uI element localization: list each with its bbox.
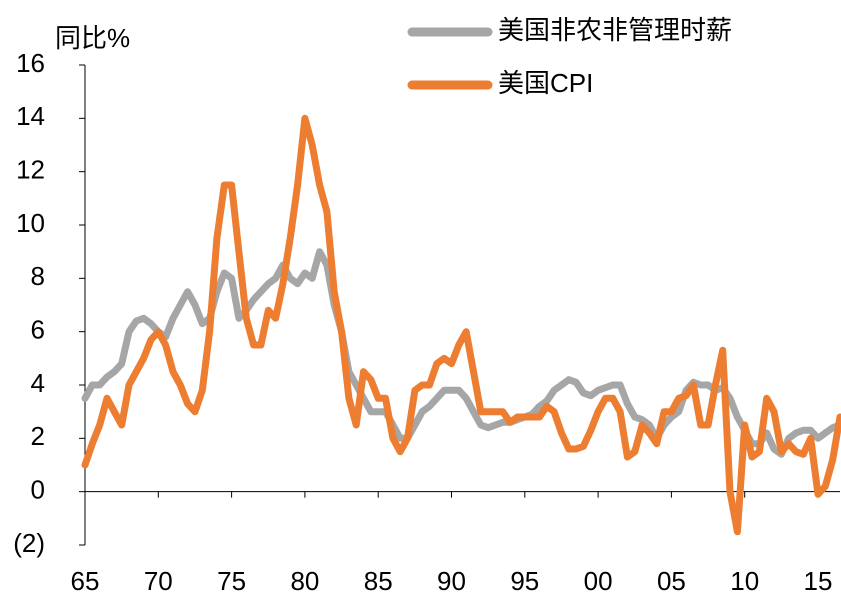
x-tick-label: 90 bbox=[437, 566, 466, 596]
y-tick-label: 8 bbox=[31, 261, 45, 291]
x-tick-label: 70 bbox=[144, 566, 173, 596]
y-axis-label: 同比% bbox=[55, 23, 130, 53]
y-tick-label: 4 bbox=[31, 368, 45, 398]
y-tick-label: 2 bbox=[31, 421, 45, 451]
x-tick-label: 10 bbox=[730, 566, 759, 596]
x-tick-label: 05 bbox=[657, 566, 686, 596]
x-tick-label: 80 bbox=[290, 566, 319, 596]
y-tick-label: 12 bbox=[16, 155, 45, 185]
x-tick-label: 00 bbox=[584, 566, 613, 596]
y-tick-label: 10 bbox=[16, 208, 45, 238]
y-tick-label: (2) bbox=[13, 528, 45, 558]
series-line bbox=[81, 114, 841, 536]
legend-label: 美国非农非管理时薪 bbox=[498, 15, 732, 45]
x-tick-label: 85 bbox=[364, 566, 393, 596]
x-tick-label: 15 bbox=[804, 566, 833, 596]
legend-label: 美国CPI bbox=[498, 68, 593, 98]
x-tick-label: 65 bbox=[71, 566, 100, 596]
y-tick-label: 0 bbox=[31, 475, 45, 505]
x-tick-label: 95 bbox=[510, 566, 539, 596]
y-tick-label: 14 bbox=[16, 101, 45, 131]
x-tick-label: 75 bbox=[217, 566, 246, 596]
y-tick-label: 16 bbox=[16, 48, 45, 78]
y-tick-label: 6 bbox=[31, 315, 45, 345]
